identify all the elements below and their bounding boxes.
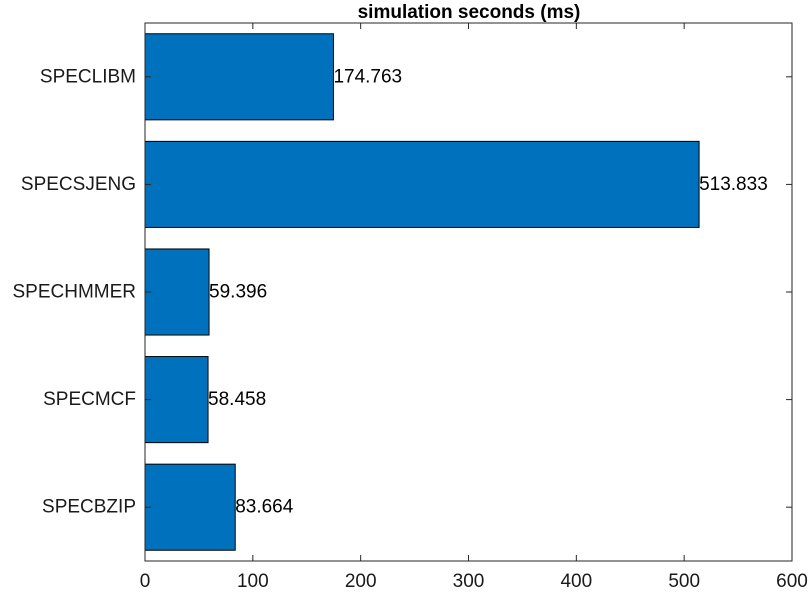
data-label-specmcf: 58.458 bbox=[208, 389, 266, 410]
x-tick-label: 500 bbox=[668, 571, 700, 592]
chart-title: simulation seconds (ms) bbox=[358, 2, 581, 23]
bar-specmcf bbox=[144, 356, 209, 444]
category-label-specbzip: SPECBZIP bbox=[42, 497, 136, 518]
data-labels-group: 174.763 513.833 59.396 58.458 83.664 bbox=[208, 66, 768, 517]
data-label-specsjeng: 513.833 bbox=[699, 174, 768, 195]
bar-specbzip bbox=[144, 463, 236, 551]
data-label-specbzip: 83.664 bbox=[235, 497, 294, 518]
category-label-specsjeng: SPECSJENG bbox=[21, 174, 136, 195]
bar-specsjeng bbox=[144, 140, 700, 228]
bar-speclibm bbox=[144, 33, 334, 121]
y-axis-categories: SPECLIBM SPECSJENG SPECHMMER SPECMCF SPECBZI… bbox=[12, 66, 136, 517]
data-label-spechmmer: 59.396 bbox=[209, 282, 267, 303]
x-axis-ticks: 0 100 200 300 400 500 600 bbox=[140, 23, 808, 592]
x-tick-label: 400 bbox=[560, 571, 592, 592]
x-tick-label: 100 bbox=[237, 571, 269, 592]
data-label-speclibm: 174.763 bbox=[333, 66, 402, 87]
bar-spechmmer bbox=[144, 248, 210, 336]
category-label-spechmmer: SPECHMMER bbox=[12, 282, 136, 303]
x-tick-label: 300 bbox=[453, 571, 485, 592]
x-tick-label: 200 bbox=[345, 571, 377, 592]
category-label-specmcf: SPECMCF bbox=[43, 389, 136, 410]
x-tick-label: 600 bbox=[776, 571, 808, 592]
x-tick-label: 0 bbox=[140, 571, 151, 592]
category-label-speclibm: SPECLIBM bbox=[40, 66, 136, 87]
bars-group bbox=[144, 33, 700, 551]
